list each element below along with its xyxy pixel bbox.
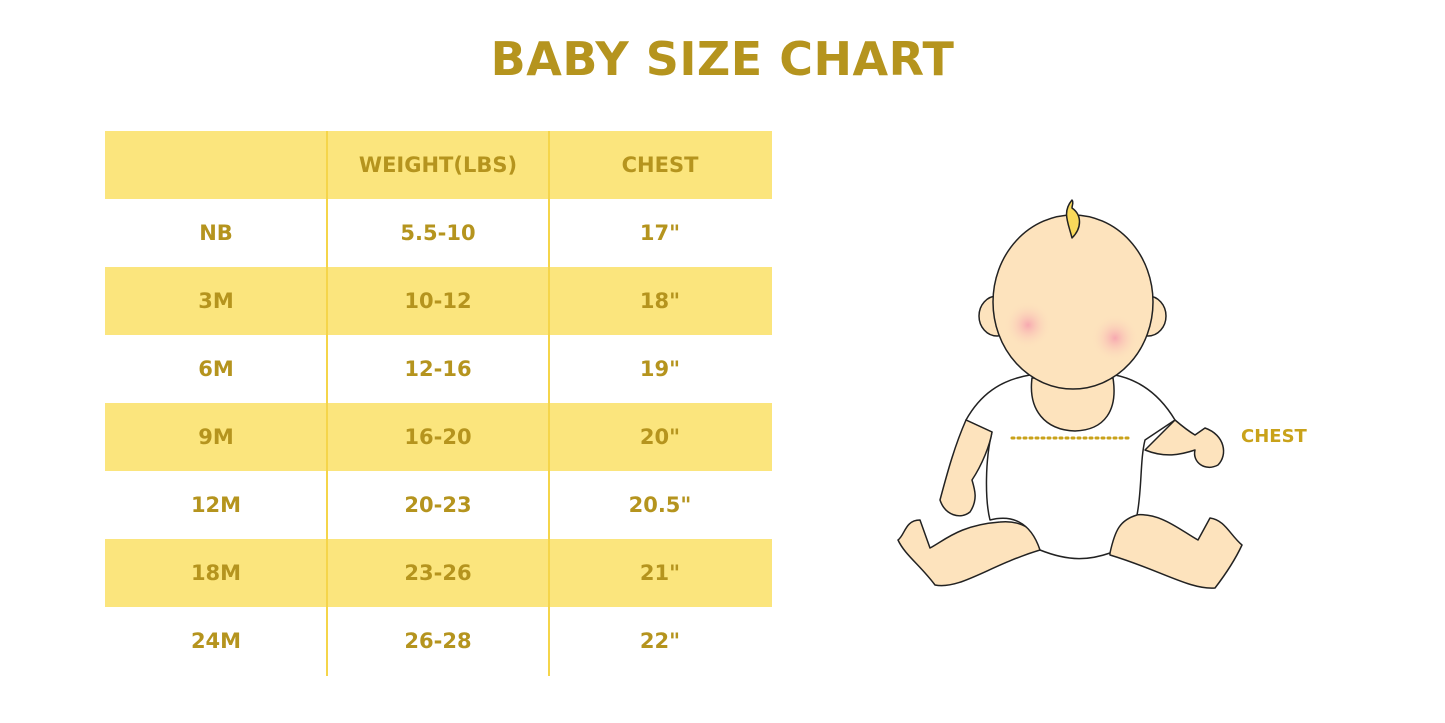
size-cell: NB <box>199 221 233 245</box>
left-arm <box>939 419 993 517</box>
left-cheek <box>1004 301 1052 349</box>
table-row: 3M 10-12 18" <box>105 267 772 335</box>
weight-cell: 5.5-10 <box>400 221 476 245</box>
weight-cell: 20-23 <box>404 493 472 517</box>
size-cell: 18M <box>190 561 242 585</box>
header-weight: WEIGHT(LBS) <box>358 153 518 177</box>
chest-label: CHEST <box>1241 426 1307 447</box>
weight-cell: 10-12 <box>404 289 472 313</box>
chest-cell: 17" <box>639 221 681 245</box>
weight-cell: 23-26 <box>404 561 472 585</box>
table-row: 6M 12-16 19" <box>105 335 772 403</box>
weight-cell: 12-16 <box>404 357 472 381</box>
table-row: 18M 23-26 21" <box>105 539 772 607</box>
table-row: 24M 26-28 22" <box>105 607 772 675</box>
size-cell: 3M <box>198 289 234 313</box>
chest-cell: 20" <box>639 425 681 449</box>
size-cell: 12M <box>190 493 242 517</box>
chest-cell: 18" <box>639 289 681 313</box>
column-divider <box>326 131 328 676</box>
weight-cell: 26-28 <box>404 629 472 653</box>
header-chest: CHEST <box>621 153 699 177</box>
neck <box>1030 377 1115 432</box>
size-table: WEIGHT(LBS) CHEST NB 5.5-10 17" 3M 10-12… <box>105 131 772 675</box>
head <box>992 214 1154 390</box>
page-title: BABY SIZE CHART <box>490 32 955 86</box>
chest-cell: 21" <box>639 561 681 585</box>
chest-cell: 19" <box>639 357 681 381</box>
table-row: 9M 16-20 20" <box>105 403 772 471</box>
chest-cell: 20.5" <box>628 493 692 517</box>
hair-curl <box>1065 199 1081 239</box>
column-divider <box>548 131 550 676</box>
table-header-row: WEIGHT(LBS) CHEST <box>105 131 772 199</box>
left-leg <box>897 519 1041 587</box>
table-row: 12M 20-23 20.5" <box>105 471 772 539</box>
size-cell: 24M <box>190 629 242 653</box>
right-leg <box>1109 513 1243 589</box>
size-cell: 9M <box>198 425 234 449</box>
right-cheek <box>1091 314 1139 362</box>
right-arm <box>1144 419 1225 469</box>
table-row: NB 5.5-10 17" <box>105 199 772 267</box>
weight-cell: 16-20 <box>404 425 472 449</box>
chest-cell: 22" <box>639 629 681 653</box>
size-cell: 6M <box>198 357 234 381</box>
